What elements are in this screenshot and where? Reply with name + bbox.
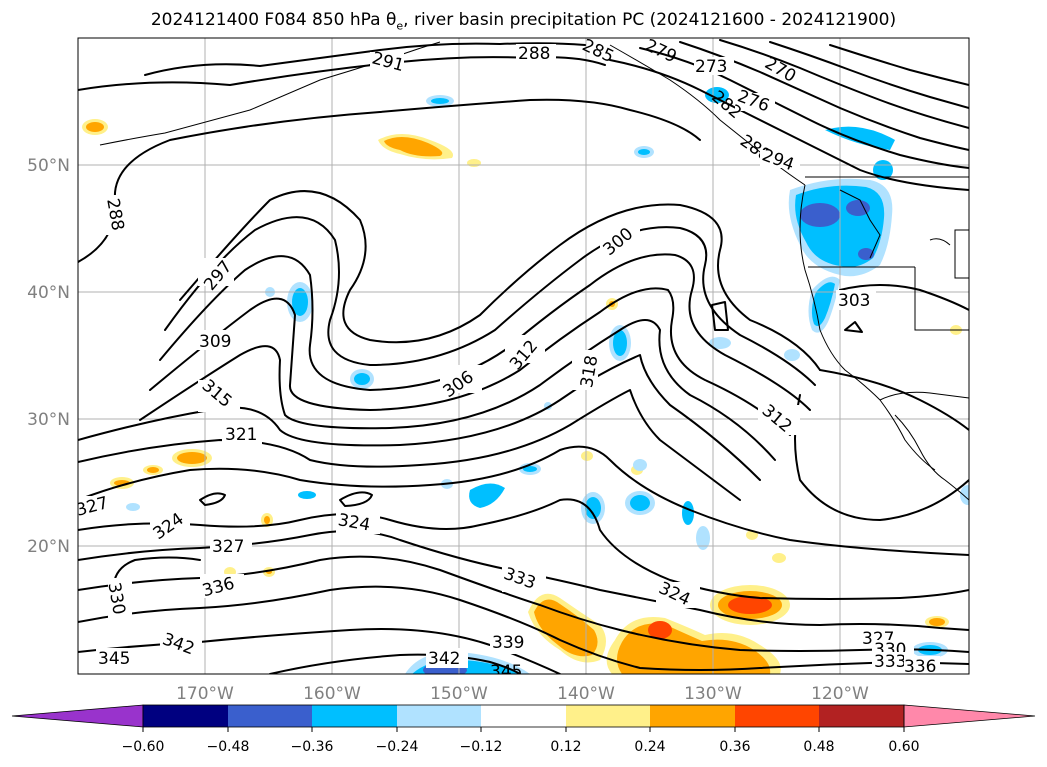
colorbar-tick-label: 0.12: [550, 739, 581, 755]
colorbar-bin: [481, 705, 566, 727]
lat-label: 30°N: [27, 410, 70, 430]
colorbar-tick-label: −0.12: [460, 739, 503, 755]
colorbar-tick-label: −0.48: [207, 739, 250, 755]
lon-label: 160°W: [303, 684, 361, 704]
colorbar-tick-label: 0.60: [888, 739, 919, 755]
colorbar-bin: [819, 705, 904, 727]
map-panel: 291 288 285 279 273 270 276 282 288 294 …: [77, 37, 970, 682]
lon-label: 120°W: [811, 684, 869, 704]
contour-label: 273: [695, 57, 727, 77]
contour-label: 309: [199, 332, 231, 352]
contour-label: 342: [428, 649, 460, 669]
lat-label: 50°N: [27, 156, 70, 176]
colorbar-tick-label: −0.36: [291, 739, 334, 755]
colorbar-tick-label: 0.24: [634, 739, 665, 755]
lon-label: 140°W: [557, 684, 615, 704]
contour-label: 303: [838, 291, 870, 311]
colorbar: −0.60 −0.48 −0.36 −0.24 −0.12 0.12 0.24 …: [11, 704, 1036, 755]
colorbar-over-arrow: [903, 704, 1036, 728]
latitude-labels: 50°N 40°N 30°N 20°N: [27, 156, 70, 557]
contour-label: 327: [212, 537, 244, 557]
contour-label: 321: [225, 425, 257, 445]
colorbar-bin: [312, 705, 397, 727]
colorbar-tick-label: 0.36: [719, 739, 750, 755]
lon-label: 170°W: [176, 684, 234, 704]
contour-label: 336: [904, 657, 936, 677]
colorbar-bin: [735, 705, 819, 727]
colorbar-bin: [143, 705, 228, 727]
contour-label: 333: [874, 652, 906, 672]
colorbar-bin: [650, 705, 735, 727]
contour-label: 345: [490, 662, 522, 682]
contour-label: 339: [492, 633, 524, 653]
lat-label: 20°N: [27, 537, 70, 557]
contour-label: 288: [518, 44, 550, 64]
lat-label: 40°N: [27, 283, 70, 303]
longitude-labels: 170°W 160°W 150°W 140°W 130°W 120°W: [176, 684, 869, 704]
map-title: 2024121400 F084 850 hPa θe, river basin …: [150, 10, 897, 33]
lon-label: 130°W: [684, 684, 742, 704]
colorbar-under-arrow: [11, 704, 144, 728]
colorbar-tick-label: 0.48: [803, 739, 834, 755]
contour-label: 345: [98, 649, 130, 669]
colorbar-tick-label: −0.60: [122, 739, 165, 755]
colorbar-bin: [228, 705, 312, 727]
colorbar-bin: [397, 705, 481, 727]
lon-label: 150°W: [430, 684, 488, 704]
contour-labels: 291 288 285 279 273 270 276 282 288 294 …: [78, 38, 940, 682]
colorbar-tick-label: −0.24: [376, 739, 419, 755]
colorbar-bin: [566, 705, 650, 727]
